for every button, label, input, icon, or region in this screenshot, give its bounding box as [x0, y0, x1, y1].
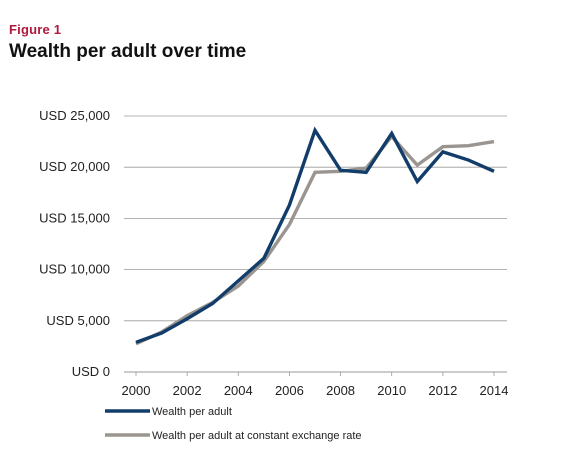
y-tick-label: USD 5,000: [46, 313, 110, 328]
x-tick-label: 2004: [224, 383, 253, 398]
series-line-1: [135, 126, 495, 344]
x-tick-label: 2006: [275, 383, 304, 398]
y-tick-label: USD 20,000: [39, 159, 110, 174]
y-tick-label: USD 25,000: [39, 108, 110, 123]
y-tick-label: USD 15,000: [39, 210, 110, 225]
y-tick-label: USD 10,000: [39, 262, 110, 277]
x-tick-label: 2014: [480, 383, 509, 398]
x-tick-label: 2008: [326, 383, 355, 398]
x-tick-label: 2012: [428, 383, 457, 398]
figure-label: Figure 1: [9, 22, 62, 37]
legend-label-2: Wealth per adult at constant exchange ra…: [152, 430, 362, 442]
x-tick-label: 2002: [173, 383, 202, 398]
series-line-2: [135, 133, 495, 346]
x-tick-label: 2010: [377, 383, 406, 398]
y-tick-label: USD 0: [72, 364, 110, 379]
x-tick-label: 2000: [122, 383, 151, 398]
chart-title: Wealth per adult over time: [9, 41, 247, 62]
legend-label-1: Wealth per adult: [152, 406, 232, 418]
